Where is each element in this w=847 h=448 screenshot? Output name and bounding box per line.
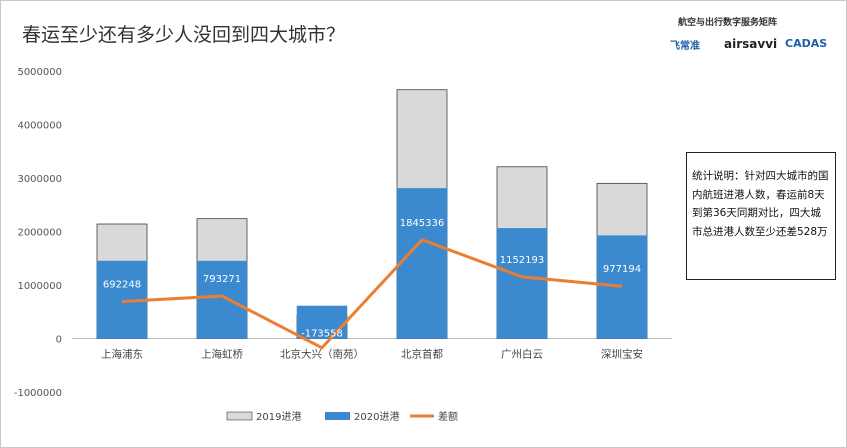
x-category-label: 深圳宝安 [601,348,643,361]
data-label: 793271 [203,274,241,285]
bar-2020 [496,228,548,339]
x-category-label: 北京大兴（南苑） [280,348,364,361]
x-category-label: 上海浦东 [101,348,143,361]
statistics-note: 统计说明：针对四大城市的国内航班进港人数，春运前8天到第36天同期对比，四大城市… [686,152,836,280]
data-label: 692248 [103,279,141,290]
y-tick-label: 0 [56,335,62,346]
legend-swatch-2020 [325,412,350,420]
feichangzhun-logo: 飞常准 [670,41,700,52]
y-tick-label: -1000000 [14,388,62,399]
x-category-label: 广州白云 [501,348,543,361]
legend-label-diff: 差额 [438,410,458,423]
difference-line [121,238,623,350]
x-category-label: 北京首都 [401,348,443,361]
data-label: 1845336 [400,218,445,229]
bar-2020 [596,235,648,339]
bar-2020 [296,305,348,339]
data-label: 977194 [603,264,641,275]
airsavvi-logo: airsavvi [724,37,778,51]
data-label: -173558 [301,329,343,340]
y-tick-label: 5000000 [17,67,62,78]
data-label: 1152193 [500,255,545,266]
cadas-logo: CADAS [785,37,828,50]
y-tick-label: 4000000 [17,121,62,132]
x-category-label: 上海虹桥 [201,348,243,361]
legend-label-2019: 2019进港 [256,411,301,423]
legend-label-2020: 2020进港 [354,411,399,423]
bar-2020 [396,188,448,339]
chart-title: 春运至少还有多少人没回到四大城市？ [22,24,346,46]
brand-logos: 飞常准 airsavvi CADAS [670,37,840,53]
bar-2020 [196,260,248,339]
brand-title: 航空与出行数字服务矩阵 [678,18,778,28]
legend-swatch-2019 [226,411,253,421]
y-tick-label: 3000000 [17,174,62,185]
y-tick-label: 2000000 [17,228,62,239]
y-tick-label: 1000000 [17,281,62,292]
